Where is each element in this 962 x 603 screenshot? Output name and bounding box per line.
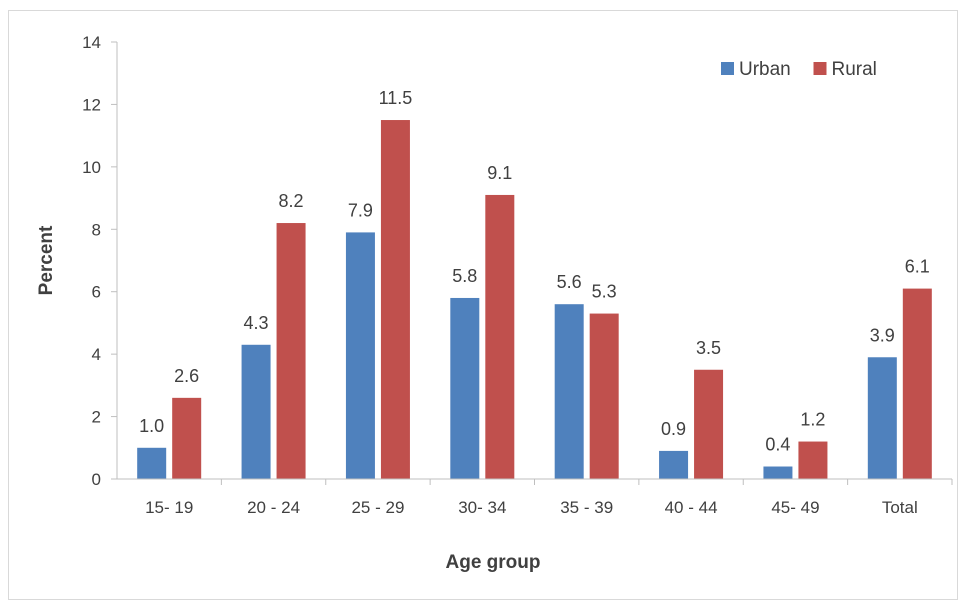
bar-rural — [694, 369, 724, 479]
y-tick-label: 4 — [92, 345, 101, 364]
bar-rural — [798, 441, 828, 479]
legend: Urban Rural — [721, 59, 877, 80]
bar-rural — [589, 313, 619, 479]
bar-rural — [380, 120, 410, 480]
bar-urban — [554, 304, 584, 479]
x-tick-label: 20 - 24 — [247, 498, 300, 517]
legend-label-rural: Rural — [832, 59, 877, 80]
x-tick-label: 45- 49 — [771, 498, 819, 517]
data-label-rural: 5.3 — [592, 282, 617, 302]
data-labels: 1.0 2.6 4.3 8.2 7.9 11.5 5.8 9.1 5.6 5.3 0.9 3.5 0.4… — [139, 88, 930, 454]
y-tick-label: 6 — [92, 283, 101, 302]
x-tick-label: Total — [882, 498, 918, 517]
data-label-urban: 5.8 — [452, 266, 477, 286]
x-tick-label: 40 - 44 — [665, 498, 718, 517]
data-label-urban: 0.4 — [765, 435, 790, 455]
bar-rural — [485, 194, 515, 479]
data-label-urban: 1.0 — [139, 416, 164, 436]
bar-urban — [345, 232, 375, 479]
data-label-urban: 7.9 — [348, 200, 373, 220]
data-label-rural: 1.2 — [800, 410, 825, 430]
y-tick-label: 8 — [92, 220, 101, 239]
x-tick-label: 15- 19 — [145, 498, 193, 517]
y-axis-ticks: 0 2 4 6 8 10 12 14 — [82, 33, 117, 489]
data-label-urban: 5.6 — [557, 272, 582, 292]
bar-rural — [276, 223, 306, 479]
x-axis-title: Age group — [446, 552, 541, 573]
data-label-rural: 8.2 — [279, 191, 304, 211]
data-label-urban: 3.9 — [870, 325, 895, 345]
bar-urban — [763, 466, 793, 479]
bars — [137, 120, 932, 480]
data-label-rural: 2.6 — [174, 366, 199, 386]
data-label-rural: 6.1 — [905, 257, 930, 277]
data-label-rural: 11.5 — [379, 88, 413, 108]
y-tick-label: 12 — [82, 95, 101, 114]
x-tick-label: 30- 34 — [458, 498, 506, 517]
bar-urban — [659, 450, 689, 479]
y-tick-label: 0 — [92, 470, 101, 489]
x-tick-label: 35 - 39 — [560, 498, 613, 517]
legend-swatch-urban — [721, 62, 734, 75]
bar-urban — [241, 344, 271, 479]
bar-rural — [902, 288, 932, 479]
bar-rural — [172, 397, 202, 479]
y-axis-title: Percent — [36, 225, 57, 295]
y-tick-label: 14 — [82, 33, 101, 52]
data-label-urban: 4.3 — [244, 313, 269, 333]
legend-label-urban: Urban — [739, 59, 791, 80]
chart-area — [8, 10, 958, 600]
y-tick-label: 2 — [92, 408, 101, 427]
y-tick-label: 10 — [82, 158, 101, 177]
bar-urban — [450, 297, 480, 479]
x-axis-ticks: 15- 19 20 - 24 25 - 29 30- 34 35 - 39 40 - 44… — [145, 479, 953, 517]
bar-urban — [867, 357, 897, 479]
data-label-rural: 3.5 — [696, 338, 721, 358]
x-tick-label: 25 - 29 — [351, 498, 404, 517]
legend-swatch-rural — [813, 62, 827, 75]
data-label-rural: 9.1 — [487, 163, 512, 183]
data-label-urban: 0.9 — [661, 419, 686, 439]
bar-urban — [137, 447, 167, 479]
